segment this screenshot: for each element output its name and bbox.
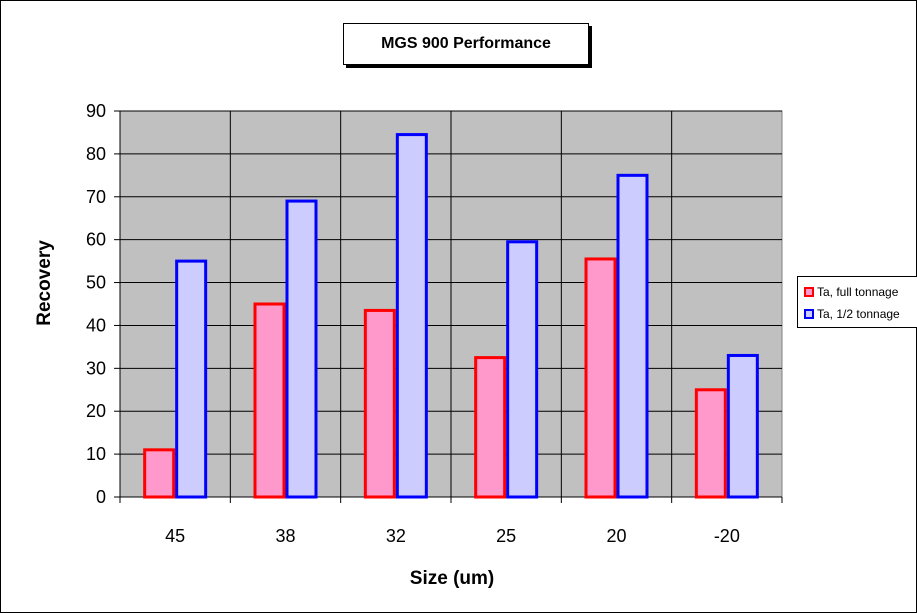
x-tick-label: 25 [496, 526, 516, 546]
bar-full-tonnage [363, 308, 396, 499]
y-tick-label: 50 [86, 273, 106, 293]
y-tick-label: 60 [86, 230, 106, 250]
legend-label-half-tonnage: Ta, 1/2 tonnage [817, 307, 900, 321]
x-tick-label: 45 [165, 526, 185, 546]
legend: Ta, full tonnage Ta, 1/2 tonnage [797, 276, 917, 328]
y-axis-title: Recovery [34, 240, 55, 326]
legend-label-full-tonnage: Ta, full tonnage [817, 285, 899, 299]
bar-half-tonnage [726, 353, 759, 499]
bar-half-tonnage [616, 173, 649, 499]
y-tick-label: 0 [96, 487, 106, 507]
y-tick-label: 30 [86, 358, 106, 378]
y-tick-label: 10 [86, 444, 106, 464]
y-tick-label: 70 [86, 187, 106, 207]
y-tick-label: 80 [86, 144, 106, 164]
x-axis-title: Size (um) [410, 568, 494, 589]
bar-half-tonnage [285, 199, 318, 499]
chart-title: MGS 900 Performance [343, 23, 589, 65]
legend-swatch-full-tonnage [804, 287, 814, 297]
bar-full-tonnage [584, 257, 617, 499]
x-tick-label: 38 [275, 526, 295, 546]
x-tick-label: -20 [714, 526, 740, 546]
legend-item-full-tonnage: Ta, full tonnage [804, 285, 898, 299]
bar-full-tonnage [253, 302, 286, 499]
bar-full-tonnage [143, 448, 176, 499]
bar-full-tonnage [474, 356, 507, 499]
y-tick-label: 40 [86, 315, 106, 335]
bar-half-tonnage [395, 133, 428, 499]
y-tick-label: 20 [86, 401, 106, 421]
x-tick-label: 32 [386, 526, 406, 546]
x-tick-label: 20 [606, 526, 626, 546]
plot-area: 0 10 20 30 40 50 60 70 80 90 45 38 32 25 20 -20 [86, 101, 783, 546]
legend-item-half-tonnage: Ta, 1/2 tonnage [804, 307, 900, 321]
bar-full-tonnage [694, 388, 727, 499]
y-tick-label: 90 [86, 101, 106, 121]
legend-swatch-half-tonnage [804, 309, 814, 319]
bar-half-tonnage [506, 240, 539, 499]
bar-half-tonnage [175, 259, 208, 499]
